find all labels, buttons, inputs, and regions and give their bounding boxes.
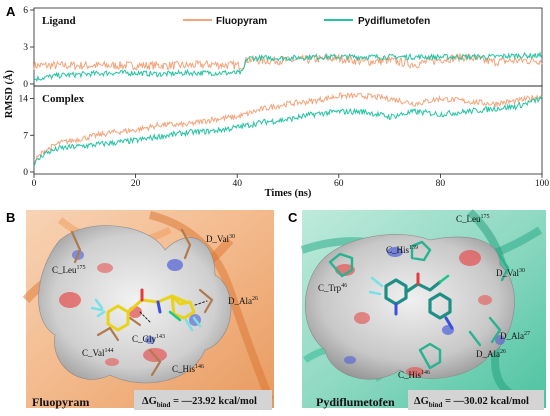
y-tick-label: 0 [23, 168, 28, 178]
residue-label-c-val30: D_Val30 [496, 268, 525, 278]
residue-label-b-val30: D_Val30 [206, 234, 235, 244]
residue-label-c-trp46: C_Trp46 [318, 283, 347, 293]
residue-label-b-gly143: C_Gly143 [132, 334, 165, 344]
panel-b-caption: Fluopyram [32, 395, 89, 409]
y-tick-label: 7 [23, 131, 28, 141]
panel-c-energy-box [408, 390, 544, 410]
bottom-plot-title: Complex [42, 93, 85, 105]
residue-label-b-leu175: C_Leu175 [52, 265, 86, 275]
legend-fluopyram: Fluopyram [216, 16, 267, 27]
complex-series-pydiflumetofen [33, 95, 543, 167]
panel-b-label: B [6, 210, 15, 225]
residue-label-c-ala26: D_Ala26 [476, 349, 506, 359]
top-plot: Ligand 0 3 6 Fluopyram Pydiflumetofen [23, 6, 543, 90]
residue-label-b-ala26: D_Ala26 [228, 296, 258, 306]
panel-b-energy-box [134, 390, 272, 410]
panel-b-energy: ΔGbind = —23.92 kcal/mol [142, 396, 257, 409]
residue-label-c-leu175: C_Leu175 [456, 214, 490, 224]
x-axis-label: Times (ns) [265, 188, 312, 199]
x-tick-label: 60 [334, 179, 344, 189]
legend-pydiflumetofen: Pydiflumetofen [358, 16, 430, 27]
panel-c-label: C [288, 210, 298, 225]
residue-sticks-b [70, 228, 214, 377]
y-tick-label: 0 [23, 80, 28, 90]
fluopyram-ligand [90, 288, 208, 332]
y-tick-label: 14 [19, 95, 29, 105]
legend: Fluopyram Pydiflumetofen [183, 16, 430, 27]
panel-b-image: C_Leu175 D_Val30 D_Ala26 C_Gly143 C_Val1… [22, 210, 274, 408]
residue-label-b-his146: C_His146 [172, 364, 204, 374]
residue-label-b-val144: C_Val144 [82, 348, 114, 358]
bottom-plot: Complex 0 7 14 0 20 40 60 80 100 [19, 85, 550, 189]
top-plot-title: Ligand [42, 15, 76, 27]
x-tick-label: 80 [436, 179, 446, 189]
complex-series-fluopyram [33, 92, 543, 162]
residue-label-c-his146: C_His146 [398, 370, 430, 380]
y-tick-label: 6 [23, 6, 28, 16]
panel-c-image: C_Leu175 C_His139 C_Trp46 D_Val30 D_Ala2… [300, 209, 546, 408]
panel-a-label: A [6, 4, 16, 19]
ligand-series-pydiflumetofen [33, 51, 543, 83]
bottom-plot-frame [33, 85, 543, 175]
x-tick-label: 100 [535, 179, 550, 189]
residue-sticks-c [328, 240, 510, 370]
residue-label-c-his139: C_His139 [386, 245, 418, 255]
y-axis-label: RMSD (Å) [3, 69, 15, 118]
y-tick-label: 3 [23, 43, 28, 53]
pydiflumetofen-ligand [368, 272, 454, 330]
residue-label-c-ala27: D_Ala27 [500, 331, 530, 341]
x-tick-label: 20 [131, 179, 141, 189]
x-tick-label: 0 [32, 179, 37, 189]
top-plot-frame [33, 7, 543, 87]
x-tick-label: 40 [232, 179, 242, 189]
panel-c-energy: ΔGbind = —30.02 kcal/mol [414, 396, 529, 409]
protein-surface-c [304, 234, 515, 380]
panel-c-caption: Pydiflumetofen [316, 395, 395, 409]
